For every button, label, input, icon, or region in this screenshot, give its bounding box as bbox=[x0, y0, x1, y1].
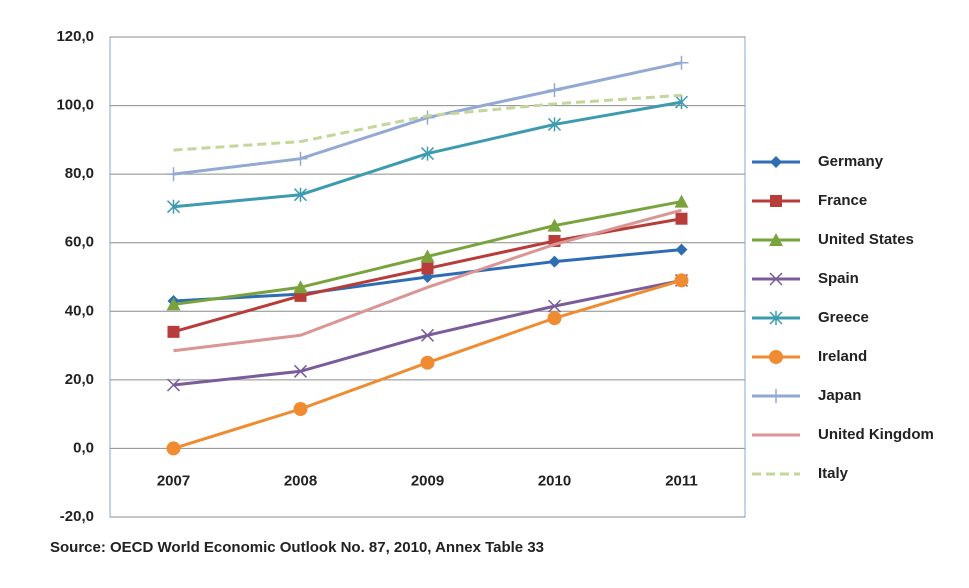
y-tick-label: 0,0 bbox=[73, 439, 94, 456]
marker bbox=[769, 233, 783, 246]
y-tick-label: 20,0 bbox=[65, 371, 94, 388]
marker bbox=[293, 187, 308, 202]
legend-label: Germany bbox=[818, 153, 884, 170]
marker bbox=[293, 280, 308, 294]
marker bbox=[293, 151, 308, 166]
marker bbox=[547, 83, 562, 98]
marker bbox=[420, 249, 435, 263]
x-tick-label: 2010 bbox=[538, 472, 571, 489]
x-tick-label: 2008 bbox=[284, 472, 317, 489]
legend-label: United States bbox=[818, 231, 914, 248]
marker bbox=[166, 378, 181, 392]
marker bbox=[674, 273, 689, 288]
marker bbox=[547, 117, 562, 132]
marker bbox=[675, 243, 688, 256]
legend-label: Spain bbox=[818, 270, 859, 287]
marker bbox=[420, 146, 435, 161]
x-tick-label: 2007 bbox=[157, 472, 190, 489]
marker bbox=[293, 364, 308, 378]
marker bbox=[674, 55, 689, 70]
legend-label: United Kingdom bbox=[818, 426, 934, 443]
marker bbox=[547, 299, 562, 313]
marker bbox=[166, 297, 181, 311]
legend-label: Italy bbox=[818, 465, 849, 482]
x-tick-label: 2011 bbox=[665, 472, 698, 489]
marker bbox=[166, 441, 181, 456]
marker bbox=[547, 218, 562, 232]
marker bbox=[547, 311, 562, 326]
marker bbox=[675, 212, 688, 225]
y-tick-label: -20,0 bbox=[60, 508, 94, 525]
y-tick-label: 60,0 bbox=[65, 234, 94, 251]
marker bbox=[769, 389, 783, 403]
marker bbox=[770, 156, 782, 168]
legend-label: Ireland bbox=[818, 348, 867, 365]
marker bbox=[674, 95, 689, 110]
marker bbox=[769, 311, 783, 325]
marker bbox=[548, 255, 561, 268]
y-tick-label: 80,0 bbox=[65, 165, 94, 182]
marker bbox=[167, 325, 180, 338]
series-line bbox=[173, 208, 682, 353]
legend-label: France bbox=[818, 192, 867, 209]
marker bbox=[293, 402, 308, 416]
marker bbox=[769, 350, 783, 364]
x-tick-label: 2009 bbox=[411, 472, 444, 489]
source-note: Source: OECD World Economic Outlook No. … bbox=[50, 539, 544, 556]
y-tick-label: 100,0 bbox=[56, 97, 94, 114]
legend-label: Greece bbox=[818, 309, 869, 326]
y-tick-label: 40,0 bbox=[65, 302, 94, 319]
marker bbox=[421, 262, 434, 275]
marker bbox=[420, 110, 435, 125]
marker bbox=[166, 199, 181, 214]
series-line bbox=[173, 93, 682, 152]
marker bbox=[770, 195, 782, 207]
marker bbox=[674, 194, 689, 208]
y-tick-label: 120,0 bbox=[56, 28, 94, 45]
legend-label: Japan bbox=[818, 387, 861, 404]
marker bbox=[166, 167, 181, 182]
marker bbox=[420, 355, 435, 370]
marker bbox=[769, 272, 783, 286]
marker bbox=[420, 328, 435, 342]
